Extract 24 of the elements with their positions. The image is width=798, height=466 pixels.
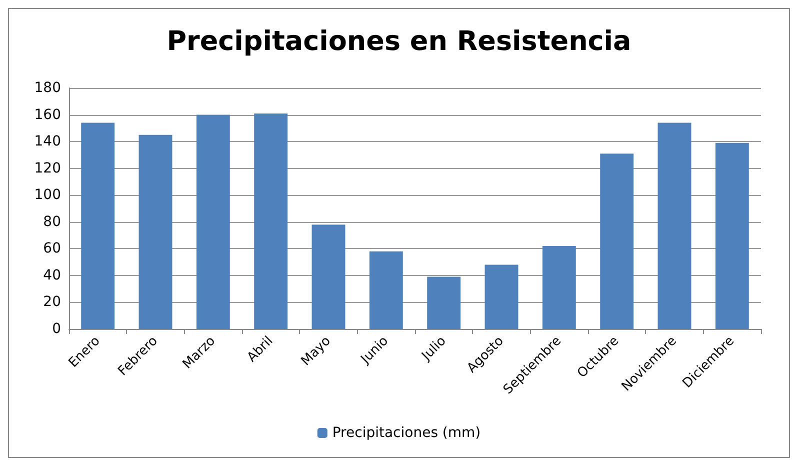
y-tick-label: 160 bbox=[34, 106, 61, 123]
bar bbox=[427, 276, 461, 329]
bar bbox=[542, 246, 576, 329]
bar bbox=[658, 122, 692, 329]
y-tick-label: 0 bbox=[52, 321, 61, 337]
bar bbox=[369, 251, 403, 329]
y-tick-label: 180 bbox=[34, 80, 61, 96]
bar bbox=[715, 142, 749, 329]
bar bbox=[138, 134, 172, 329]
y-tick-label: 120 bbox=[34, 160, 61, 176]
y-tick-label: 80 bbox=[43, 214, 61, 230]
y-tick-label: 20 bbox=[43, 294, 61, 310]
y-tick-label: 40 bbox=[43, 267, 61, 284]
bar bbox=[254, 113, 288, 329]
bar bbox=[81, 122, 115, 329]
chart-title: Precipitaciones en Resistencia bbox=[166, 26, 632, 57]
y-tick-label: 100 bbox=[34, 187, 61, 204]
bar bbox=[196, 114, 230, 329]
bar bbox=[600, 154, 634, 329]
legend-label: Precipitaciones (mm) bbox=[332, 425, 481, 441]
bar bbox=[312, 224, 346, 329]
y-tick-label: 140 bbox=[34, 134, 61, 150]
bar bbox=[484, 264, 518, 329]
y-tick-label: 60 bbox=[43, 240, 61, 257]
